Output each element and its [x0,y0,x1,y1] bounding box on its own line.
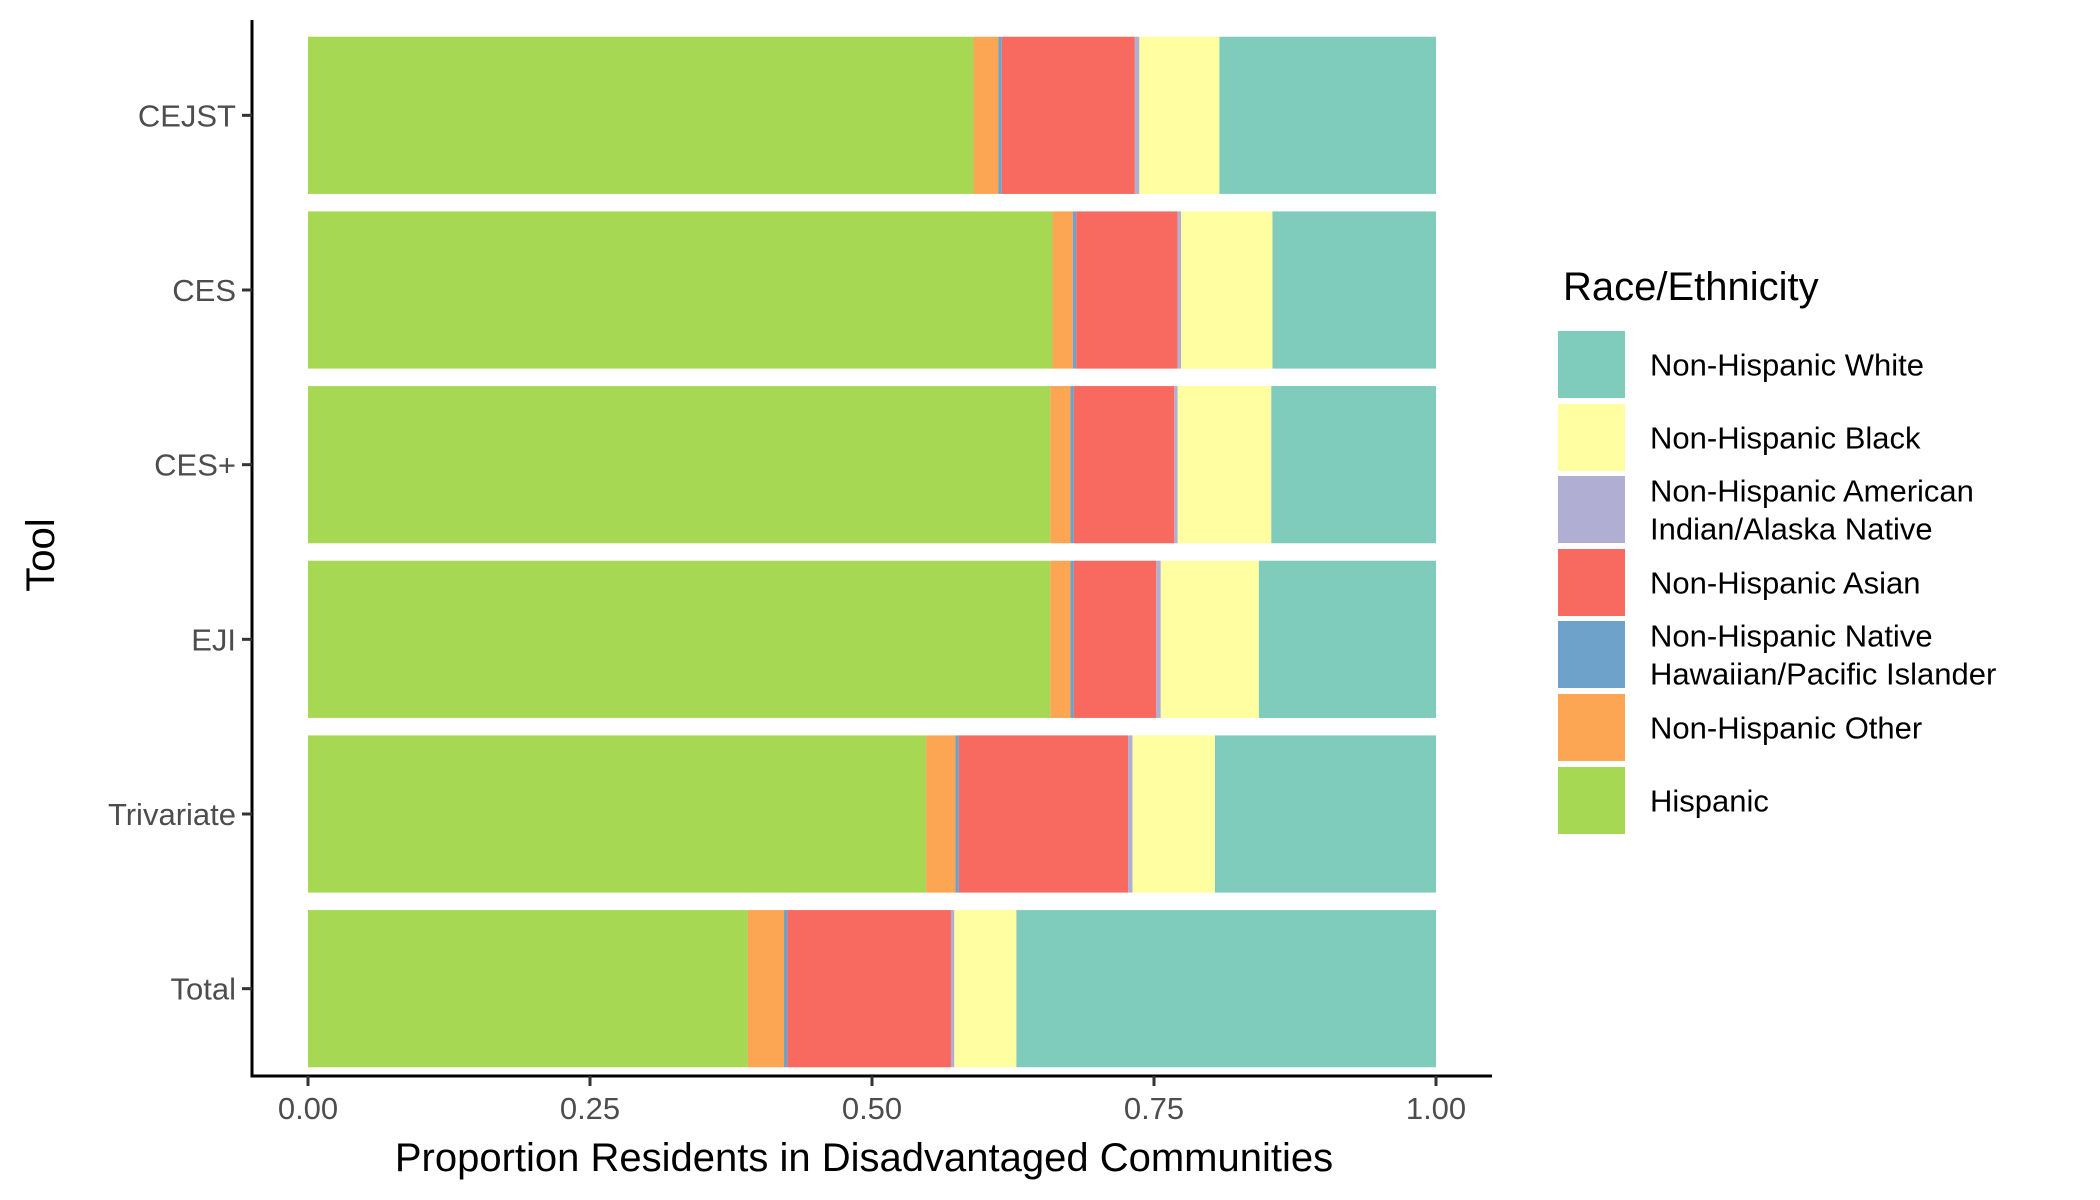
bar-segment [308,910,748,1068]
bar-segment [1073,560,1157,718]
bar-segment [1070,560,1074,718]
bar-segment [926,735,956,893]
bar-segment [1073,386,1175,544]
bar-segment [1076,211,1178,369]
y-tick-label: CES [172,273,236,308]
bar-segment [1050,386,1071,544]
bar-segment [1219,36,1436,194]
axes-group: CEJST CES CES+ EJI Trivariate Total 0.00 0.25 0.… [108,20,1492,1126]
x-axis-title: Proportion Residents in Disadvantaged Co… [395,1136,1333,1180]
legend-key [1558,767,1625,834]
bar-segment [958,735,1129,893]
legend-label: Non-Hispanic Asian [1650,566,1921,601]
legend-label: Non-Hispanic Native [1650,619,1933,654]
legend-key [1558,621,1625,688]
legend-label: Hispanic [1650,784,1769,819]
bar-segment [308,211,1053,369]
legend-label: Non-Hispanic Black [1650,421,1921,456]
bar-segment [1258,560,1436,718]
legend-key [1558,549,1625,616]
bar-segment [950,910,955,1068]
legend-label: Hawaiian/Pacific Islander [1650,657,1996,692]
legend: Race/Ethnicity Non-Hispanic White Non-His… [1558,265,1996,834]
bar-segment [1001,36,1135,194]
bar-segment [1177,386,1272,544]
bar-segment [1174,386,1178,544]
y-tick-label: Total [171,972,236,1007]
legend-key [1558,476,1625,543]
bar-segment [1272,211,1436,369]
legend-key [1558,694,1625,761]
bar-segment [1050,560,1071,718]
bar-segment [954,910,1017,1068]
bar-segment [784,910,788,1068]
bar-segment [787,910,951,1068]
bar-segment [1214,735,1436,893]
bar-segment [998,36,1002,194]
y-tick-label: CES+ [154,448,236,483]
bar-segment [1134,36,1140,194]
bar-segment [1156,560,1161,718]
y-tick-label: CEJST [138,98,236,133]
bar-segment [1160,560,1259,718]
bar-segment [973,36,999,194]
x-tick-label: 1.00 [1406,1091,1466,1126]
x-tick-label: 0.50 [842,1091,902,1126]
legend-label: Non-Hispanic White [1650,348,1924,383]
legend-label: Indian/Alaska Native [1650,512,1933,547]
legend-label: Non-Hispanic American [1650,474,1974,509]
bar-segment [747,910,785,1068]
bar-segment [1181,211,1273,369]
bar-segment [1132,735,1215,893]
bar-segment [1072,211,1077,369]
bar-segment [955,735,959,893]
legend-key [1558,331,1625,398]
bar-segment [1016,910,1436,1068]
bars-group [308,36,1436,1068]
bar-segment [1139,36,1220,194]
y-tick-label: EJI [191,622,236,657]
legend-label: Non-Hispanic Other [1650,711,1922,746]
x-tick-label: 0.25 [560,1091,620,1126]
legend-title: Race/Ethnicity [1563,265,1819,309]
bar-segment [1070,386,1074,544]
x-tick-label: 0.00 [278,1091,338,1126]
bar-segment [308,36,974,194]
y-axis-title: Tool [19,518,63,591]
bar-segment [1271,386,1436,544]
y-tick-label: Trivariate [108,797,236,832]
bar-segment [1128,735,1133,893]
x-tick-label: 0.75 [1124,1091,1184,1126]
bar-segment [308,386,1051,544]
legend-key [1558,404,1625,471]
bar-segment [308,560,1051,718]
bar-segment [1052,211,1073,369]
bar-segment [308,735,927,893]
bar-segment [1177,211,1182,369]
